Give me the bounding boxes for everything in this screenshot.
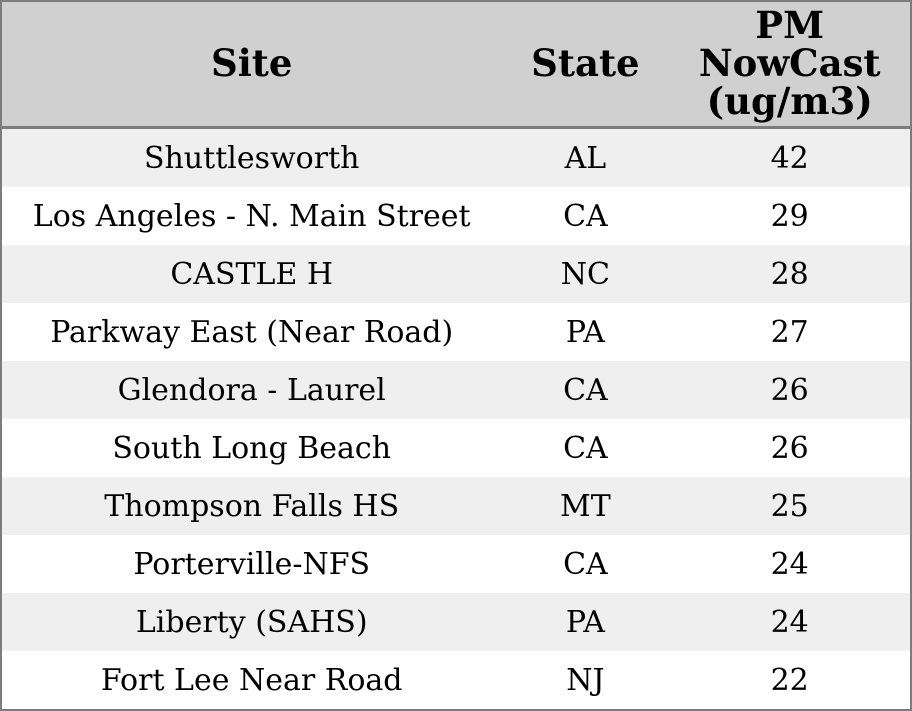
cell-value: 42 [770, 140, 809, 176]
header-row: Site State PM NowCast (ug/m3) [2, 2, 910, 129]
cell-value: 25 [770, 488, 809, 524]
cell-value: 24 [770, 604, 809, 640]
header-cell-state: State [501, 2, 670, 129]
cell-state: AL [564, 140, 607, 176]
table-row: Porterville-NFS CA 24 [2, 535, 910, 593]
header-cell-pm-nowcast: PM NowCast (ug/m3) [669, 2, 910, 129]
table-header: Site State PM NowCast (ug/m3) [2, 2, 910, 129]
cell-value: 26 [770, 430, 809, 466]
table-row: Liberty (SAHS) PA 24 [2, 593, 910, 651]
cell-site: Thompson Falls HS [104, 488, 400, 524]
table-row: Los Angeles - N. Main Street CA 29 [2, 187, 910, 245]
cell-value: 28 [770, 256, 809, 292]
table-row: Shuttlesworth AL 42 [2, 127, 910, 187]
cell-state: CA [563, 198, 608, 234]
cell-state: NC [560, 256, 610, 292]
cell-site: Glendora - Laurel [117, 372, 386, 408]
cell-value: 26 [770, 372, 809, 408]
header-cell-site: Site [2, 2, 502, 129]
cell-state: CA [563, 546, 608, 582]
cell-value: 24 [770, 546, 809, 582]
cell-state: CA [563, 372, 608, 408]
cell-site: South Long Beach [112, 430, 392, 466]
cell-state: PA [565, 604, 605, 640]
table-row: Glendora - Laurel CA 26 [2, 361, 910, 419]
table-row: Parkway East (Near Road) PA 27 [2, 303, 910, 361]
table-row: Thompson Falls HS MT 25 [2, 477, 910, 535]
cell-state: MT [560, 488, 611, 524]
cell-value: 29 [770, 198, 809, 234]
cell-site: Los Angeles - N. Main Street [32, 198, 471, 234]
cell-state: PA [565, 314, 605, 350]
cell-site: Fort Lee Near Road [100, 662, 403, 698]
table-row: Fort Lee Near Road NJ 22 [2, 651, 910, 709]
table-row: CASTLE H NC 28 [2, 245, 910, 303]
cell-site: Porterville-NFS [133, 546, 371, 582]
cell-state: CA [563, 430, 608, 466]
cell-value: 22 [770, 662, 809, 698]
cell-value: 27 [770, 314, 809, 350]
table-row: South Long Beach CA 26 [2, 419, 910, 477]
cell-site: Liberty (SAHS) [135, 604, 368, 640]
cell-site: Parkway East (Near Road) [50, 314, 454, 350]
table-body: Shuttlesworth AL 42 Los Angeles - N. Mai… [2, 127, 910, 709]
cell-site: CASTLE H [170, 256, 334, 292]
cell-state: NJ [566, 662, 605, 698]
cell-site: Shuttlesworth [143, 140, 360, 176]
